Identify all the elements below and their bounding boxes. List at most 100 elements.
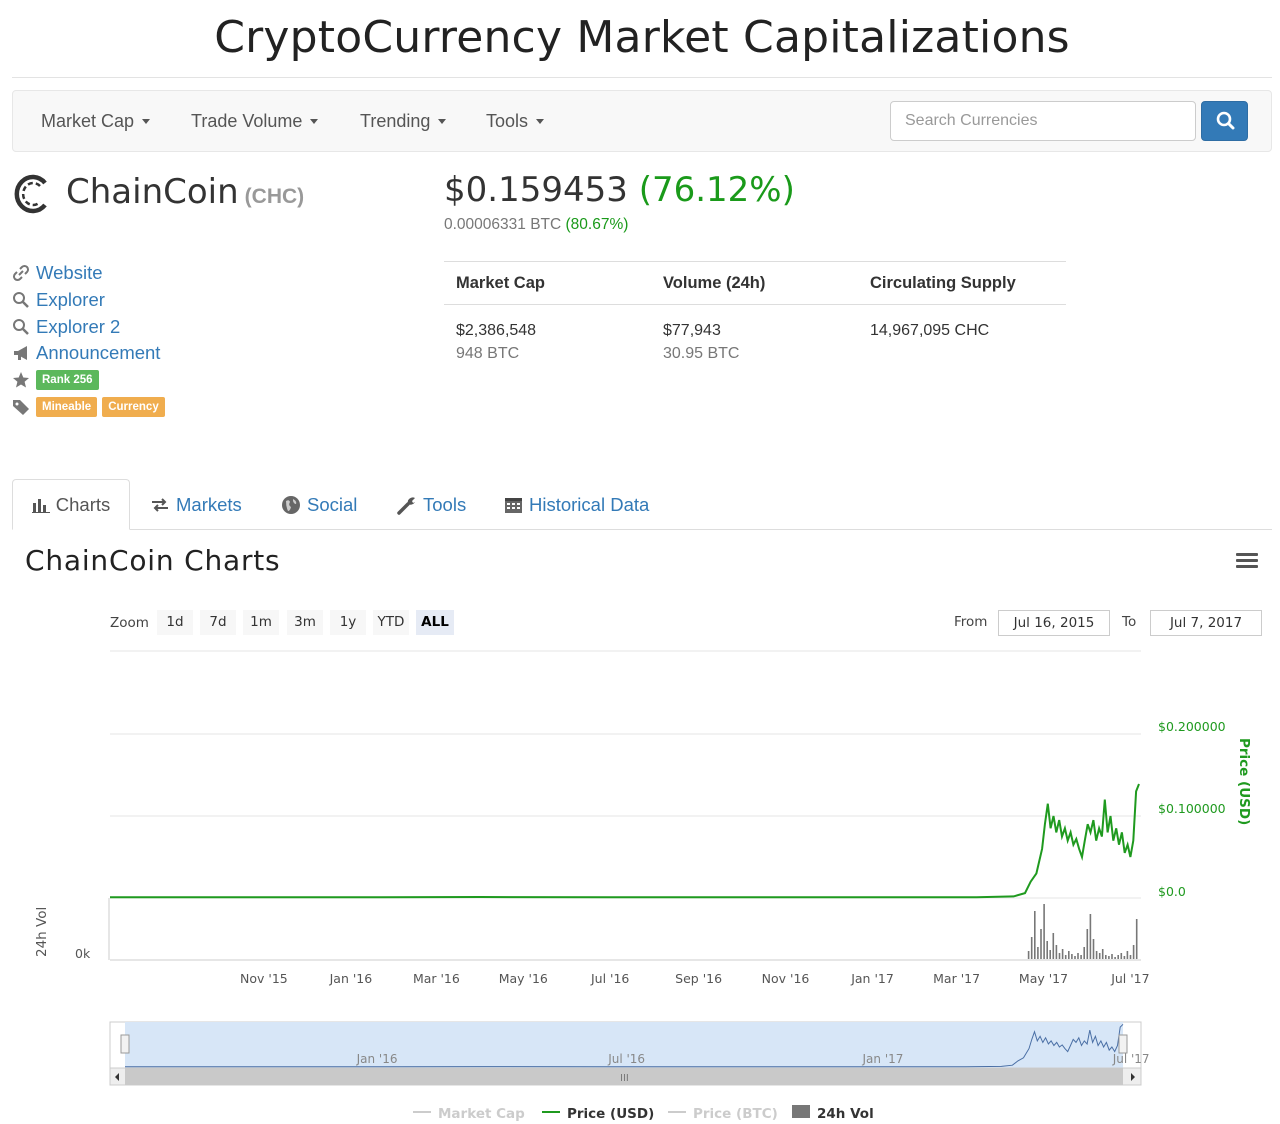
link-announcement[interactable]: Announcement bbox=[12, 340, 170, 367]
link-icon bbox=[12, 264, 36, 282]
scrollbar-thumb[interactable] bbox=[125, 1068, 1123, 1085]
tab-tools-label: Tools bbox=[423, 493, 467, 515]
zoom-1d-button[interactable]: 1d bbox=[157, 610, 193, 635]
navigator-selection[interactable] bbox=[125, 1022, 1123, 1068]
volume-bar bbox=[1111, 954, 1113, 959]
nav-tools[interactable]: Tools bbox=[486, 91, 545, 151]
rank-row: Rank 256 bbox=[12, 367, 170, 394]
zoom-ytd-button[interactable]: YTD bbox=[373, 610, 409, 635]
zoom-7d-button[interactable]: 7d bbox=[200, 610, 236, 635]
price-usd-series[interactable] bbox=[110, 783, 1140, 899]
legend-item-24h-vol[interactable]: 24h Vol bbox=[792, 1105, 874, 1122]
x-tick-label: Mar '16 bbox=[413, 971, 460, 986]
calendar-icon bbox=[505, 498, 522, 513]
search-icon bbox=[12, 318, 36, 336]
chart-menu-icon[interactable] bbox=[1236, 553, 1258, 571]
volume-bar bbox=[1055, 945, 1058, 959]
caret-down-icon bbox=[536, 118, 545, 124]
volume-tick-label: 0k bbox=[75, 946, 91, 961]
volume-bar bbox=[1105, 955, 1107, 959]
price-chart[interactable]: $0.200000 $0.100000 $0.0 Price (USD) 24h… bbox=[0, 640, 1280, 1124]
x-tick-label: Jan '17 bbox=[850, 971, 894, 986]
navigator-right-handle[interactable] bbox=[1118, 1034, 1128, 1054]
legend-item-price-usd[interactable]: Price (USD) bbox=[542, 1106, 654, 1122]
tabs-divider bbox=[12, 529, 1272, 530]
nav-trade-volume[interactable]: Trade Volume bbox=[191, 91, 319, 151]
tab-historical-data-label: Historical Data bbox=[529, 493, 650, 515]
exchange-icon bbox=[152, 497, 168, 512]
volume-bar bbox=[1120, 953, 1123, 959]
stats-header-row: Market Cap Volume (24h) Circulating Supp… bbox=[444, 262, 1066, 304]
charts-title: ChainCoin Charts bbox=[25, 544, 281, 577]
search-button[interactable] bbox=[1201, 101, 1248, 141]
volume-bar bbox=[1117, 955, 1119, 959]
link-explorer-2[interactable]: Explorer 2 bbox=[12, 313, 170, 340]
explorer-link[interactable]: Explorer bbox=[36, 289, 105, 311]
tab-markets[interactable]: Markets bbox=[150, 479, 242, 530]
navigator-tick-label: Jan '17 bbox=[862, 1052, 904, 1066]
nav-tools-label: Tools bbox=[486, 111, 529, 131]
announcement-link[interactable]: Announcement bbox=[36, 342, 161, 364]
star-icon bbox=[12, 371, 36, 389]
price-btc: 0.00006331 BTC (80.67%) bbox=[444, 216, 628, 234]
zoom-all-button[interactable]: ALL bbox=[416, 610, 454, 635]
nav-trending[interactable]: Trending bbox=[360, 91, 447, 151]
volume-bar bbox=[1027, 951, 1030, 959]
volume-bar bbox=[1046, 941, 1048, 959]
x-tick-label: Jan '16 bbox=[329, 971, 373, 986]
volume-bar bbox=[1086, 929, 1089, 959]
navigator-series bbox=[125, 1023, 1124, 1068]
tab-charts[interactable]: Charts bbox=[12, 479, 130, 530]
search-input[interactable] bbox=[890, 101, 1196, 141]
y-axis-title: Price (USD) bbox=[1236, 738, 1252, 825]
bullhorn-icon bbox=[12, 344, 36, 362]
legend-label: Price (USD) bbox=[567, 1106, 654, 1122]
to-date-input[interactable]: Jul 7, 2017 bbox=[1150, 610, 1262, 636]
navigator-tick-label: Jul '16 bbox=[607, 1052, 645, 1066]
link-website[interactable]: Website bbox=[12, 260, 170, 287]
from-date-input[interactable]: Jul 16, 2015 bbox=[998, 610, 1110, 636]
volume-bar bbox=[1101, 949, 1104, 959]
coin-symbol: (CHC) bbox=[244, 185, 305, 208]
tab-social[interactable]: Social bbox=[281, 479, 357, 530]
navigator-left-handle[interactable] bbox=[120, 1034, 130, 1054]
website-link[interactable]: Website bbox=[36, 262, 103, 284]
nav-trade-volume-label: Trade Volume bbox=[191, 111, 303, 131]
zoom-1y-button[interactable]: 1y bbox=[330, 610, 366, 635]
zoom-3m-button[interactable]: 3m bbox=[287, 610, 323, 635]
zoom-1m-button[interactable]: 1m bbox=[243, 610, 279, 635]
legend-item-price-btc[interactable]: Price (BTC) bbox=[668, 1106, 778, 1122]
explorer-2-link[interactable]: Explorer 2 bbox=[36, 315, 121, 337]
legend-item-market-cap[interactable]: Market Cap bbox=[413, 1106, 525, 1122]
nav-market-cap[interactable]: Market Cap bbox=[41, 91, 151, 151]
title-divider bbox=[12, 77, 1272, 78]
link-explorer[interactable]: Explorer bbox=[12, 287, 170, 314]
wrench-icon bbox=[397, 496, 415, 515]
chaincoin-logo-icon bbox=[14, 174, 47, 214]
volume-bar bbox=[1123, 956, 1126, 959]
caret-down-icon bbox=[142, 118, 151, 124]
tab-markets-label: Markets bbox=[176, 493, 242, 515]
tag-mineable: Mineable bbox=[36, 396, 98, 417]
scrollbar-grip-icon: III bbox=[620, 1073, 629, 1084]
volume-bar bbox=[1132, 945, 1135, 959]
x-tick-label: Nov '16 bbox=[762, 971, 810, 986]
volume-bar bbox=[1052, 933, 1055, 959]
zoom-label: Zoom bbox=[110, 615, 149, 631]
coin-links: Website Explorer Explorer 2 Announcement… bbox=[12, 260, 170, 420]
header-supply: Circulating Supply bbox=[870, 273, 1016, 292]
coin-name-text: ChainCoin bbox=[66, 172, 239, 212]
tab-charts-label: Charts bbox=[55, 493, 111, 515]
tab-tools[interactable]: Tools bbox=[397, 479, 466, 530]
scroll-right-arrow-icon[interactable] bbox=[1131, 1073, 1135, 1081]
legend-label: 24h Vol bbox=[817, 1106, 874, 1122]
tab-historical-data[interactable]: Historical Data bbox=[504, 479, 649, 530]
price-usd-change: (76.12%) bbox=[638, 170, 795, 210]
site-title[interactable]: CryptoCurrency Market Capitalizations bbox=[214, 12, 1070, 63]
x-tick-label: Jul '16 bbox=[590, 971, 629, 986]
scroll-left-arrow-icon[interactable] bbox=[115, 1073, 119, 1081]
price-btc-change: (80.67%) bbox=[565, 216, 629, 233]
legend-label: Market Cap bbox=[438, 1106, 525, 1122]
stats-table: Market Cap Volume (24h) Circulating Supp… bbox=[444, 261, 1066, 365]
from-label: From bbox=[954, 614, 988, 630]
